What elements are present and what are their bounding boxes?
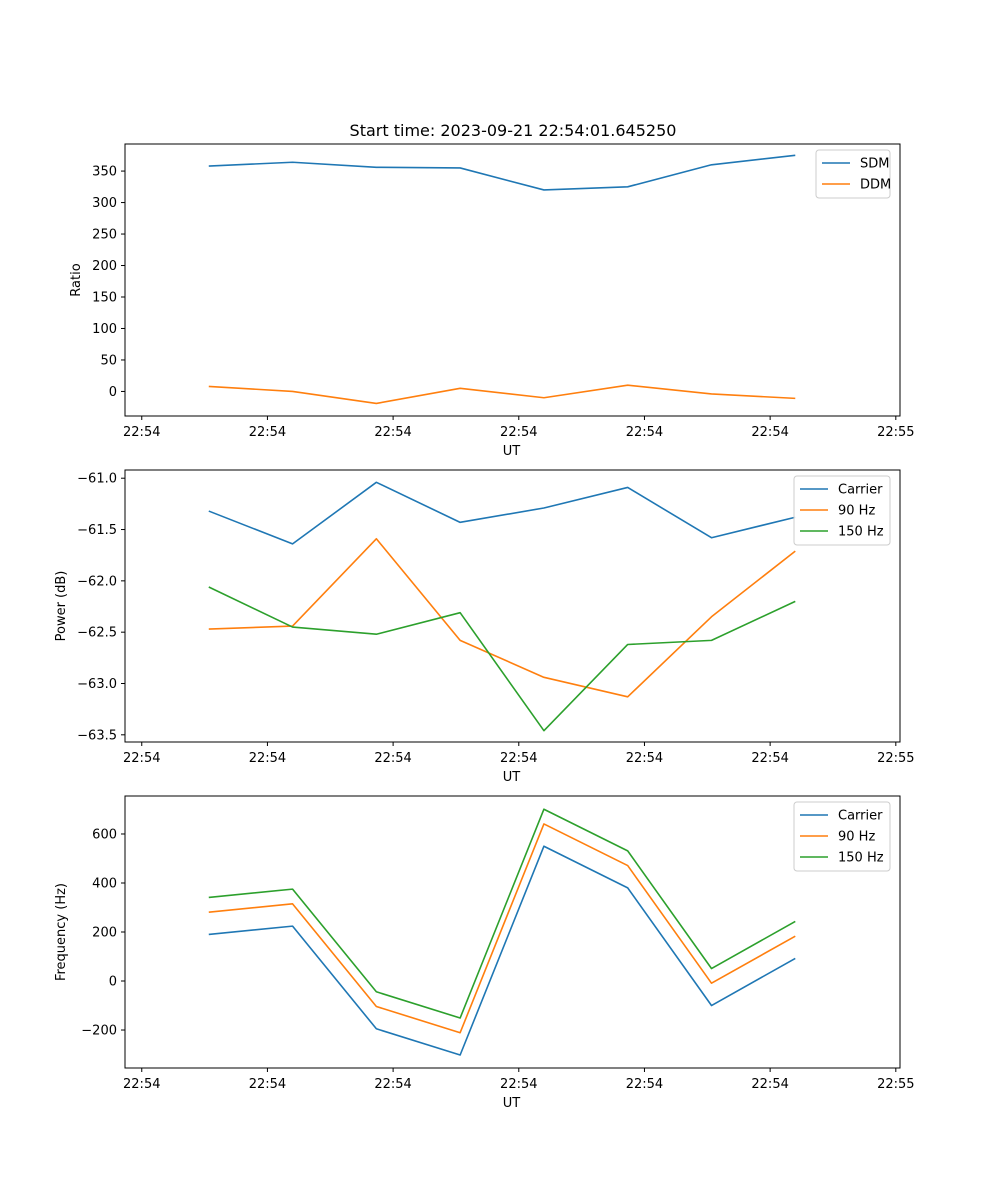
y-axis-label: Ratio [69, 263, 84, 296]
x-tick-label: 22:54 [626, 751, 663, 766]
figure-title: Start time: 2023-09-21 22:54:01.645250 [350, 121, 677, 140]
legend: Carrier 90 Hz 150 Hz [793, 801, 891, 872]
y-tick-label: 400 [92, 876, 117, 891]
x-tick-label: 22:54 [751, 425, 788, 440]
series-line-sdm [208, 154, 796, 191]
series-line-ddm [208, 384, 796, 405]
y-tick-label: −62.5 [77, 626, 117, 641]
x-tick-label: 22:54 [626, 1077, 663, 1092]
y-tick-label: 600 [92, 827, 117, 842]
y-axis-label: Power (dB) [54, 571, 69, 642]
series-line-90-hz [208, 537, 796, 698]
x-tick-label: 22:54 [123, 751, 160, 766]
x-tick-label: 22:54 [374, 425, 411, 440]
ratio-panel: 22:54 22:54 22:54 22:54 22:54 22:54 22:55 0 50 10… [69, 143, 915, 459]
x-axis-label: UT [503, 444, 521, 459]
x-tick-label: 22:54 [751, 1077, 788, 1092]
x-tick-label: 22:54 [626, 425, 663, 440]
legend-label-150-hz: 150 Hz [838, 525, 884, 540]
y-tick-label: 300 [92, 196, 117, 211]
y-tick-label: −61.0 [77, 472, 117, 487]
x-tick-label: 22:54 [123, 1077, 160, 1092]
x-tick-label: 22:54 [249, 425, 286, 440]
legend-label-carrier: Carrier [838, 809, 883, 824]
legend-box [793, 801, 891, 872]
legend-label-90-hz: 90 Hz [838, 830, 875, 845]
series-line-150-hz [208, 586, 796, 732]
y-tick-label: 50 [100, 353, 117, 368]
x-axis-label: UT [503, 1096, 521, 1111]
x-tick-label: 22:54 [751, 751, 788, 766]
x-tick-label: 22:54 [249, 751, 286, 766]
x-tick-label: 22:54 [500, 1077, 537, 1092]
legend: Carrier 90 Hz 150 Hz [793, 475, 891, 546]
y-tick-label: 100 [92, 322, 117, 337]
plot-frame [124, 143, 901, 417]
x-axis-label: UT [503, 770, 521, 785]
x-tick-label: 22:54 [500, 751, 537, 766]
x-tick-label: 22:55 [877, 425, 914, 440]
legend-box [815, 149, 891, 199]
frequency-panel: 22:54 22:54 22:54 22:54 22:54 22:54 22:55 −200 0… [54, 795, 915, 1111]
y-tick-label: 0 [109, 975, 117, 990]
y-tick-label: 0 [109, 385, 117, 400]
x-tick-label: 22:54 [500, 425, 537, 440]
y-tick-label: −61.5 [77, 523, 117, 538]
y-tick-label: −200 [81, 1024, 117, 1039]
series-line-150-hz [208, 808, 796, 1019]
y-tick-label: −63.5 [77, 728, 117, 743]
power-panel: 22:54 22:54 22:54 22:54 22:54 22:54 22:55 −63.5… [54, 469, 915, 785]
legend-label-150-hz: 150 Hz [838, 851, 884, 866]
x-tick-label: 22:54 [123, 425, 160, 440]
legend-label-ddm: DDM [860, 178, 891, 193]
plot-frame [124, 469, 901, 743]
x-tick-label: 22:54 [249, 1077, 286, 1092]
series-line-carrier [208, 481, 796, 545]
legend-box [793, 475, 891, 546]
y-axis-label: Frequency (Hz) [54, 883, 69, 981]
x-tick-label: 22:54 [374, 1077, 411, 1092]
y-tick-label: −62.0 [77, 574, 117, 589]
series-line-carrier [208, 845, 796, 1056]
y-tick-label: −63.0 [77, 677, 117, 692]
y-tick-label: 250 [92, 228, 117, 243]
x-tick-label: 22:54 [374, 751, 411, 766]
y-tick-label: 200 [92, 259, 117, 274]
x-tick-label: 22:55 [877, 751, 914, 766]
legend: SDM DDM [815, 149, 891, 199]
y-tick-label: 350 [92, 165, 117, 180]
legend-label-90-hz: 90 Hz [838, 504, 875, 519]
x-tick-label: 22:55 [877, 1077, 914, 1092]
y-tick-label: 150 [92, 291, 117, 306]
series-line-90-hz [208, 823, 796, 1034]
legend-label-carrier: Carrier [838, 483, 883, 498]
y-tick-label: 200 [92, 926, 117, 941]
legend-label-sdm: SDM [860, 157, 889, 172]
